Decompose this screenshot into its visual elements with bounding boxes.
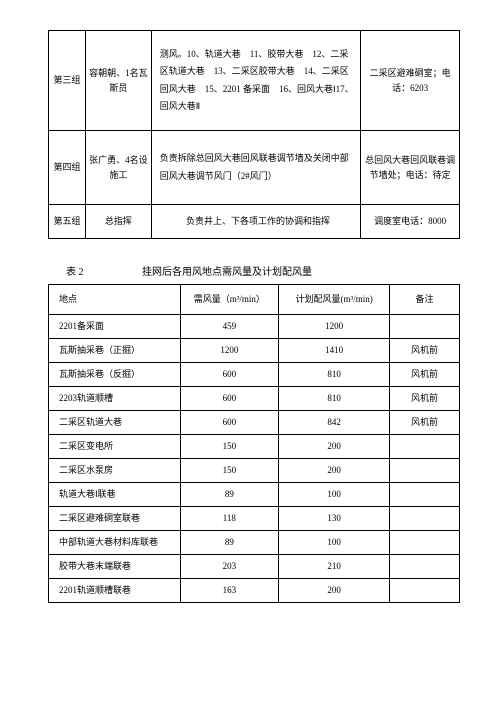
cell-remark	[390, 531, 460, 555]
table-row: 二采区避难硐室联巷118130	[49, 507, 460, 531]
cell-required: 150	[180, 459, 279, 483]
cell-planned: 100	[279, 483, 390, 507]
table-row: 第五组总指挥负责井上、下各项工作的协调和指挥调度室电话：8000	[49, 205, 460, 239]
cell-required: 118	[180, 507, 279, 531]
col-planned: 计划配风量(m³/min)	[279, 285, 390, 315]
right-cell: 调度室电话：8000	[361, 205, 460, 239]
cell-location: 2201轨道顺槽联巷	[49, 579, 181, 603]
cell-location: 轨道大巷Ⅰ联巷	[49, 483, 181, 507]
table-row: 中部轨道大巷材料库联巷89100	[49, 531, 460, 555]
cell-required: 1200	[180, 339, 279, 363]
cell-planned: 200	[279, 579, 390, 603]
cell-required: 203	[180, 555, 279, 579]
table-row: 瓦斯抽采巷（反掘）600810风机前	[49, 363, 460, 387]
cell-location: 2201备采面	[49, 315, 181, 339]
cell-location: 胶带大巷末端联巷	[49, 555, 181, 579]
cell-planned: 1410	[279, 339, 390, 363]
cell-planned: 842	[279, 411, 390, 435]
cell-planned: 810	[279, 363, 390, 387]
table-row: 二采区变电所150200	[49, 435, 460, 459]
right-cell: 总回风大巷回风联巷调节墙处；电话：待定	[361, 131, 460, 205]
cell-required: 600	[180, 411, 279, 435]
cell-required: 89	[180, 531, 279, 555]
cell-planned: 810	[279, 387, 390, 411]
table-row: 胶带大巷末端联巷203210	[49, 555, 460, 579]
table-row: 瓦斯抽采巷（正掘）12001410风机前	[49, 339, 460, 363]
right-cell: 二采区避难硐室；电话：6203	[361, 31, 460, 131]
cell-remark	[390, 579, 460, 603]
cell-location: 二采区变电所	[49, 435, 181, 459]
cell-remark	[390, 459, 460, 483]
group-cell: 第五组	[49, 205, 86, 239]
cell-location: 二采区避难硐室联巷	[49, 507, 181, 531]
cell-remark	[390, 315, 460, 339]
table-row: 2201轨道顺槽联巷163200	[49, 579, 460, 603]
cell-location: 中部轨道大巷材料库联巷	[49, 531, 181, 555]
desc-cell: 负责拆除总回风大巷回风联巷调节墙及关闭中部回风大巷调节风门（2#风门）	[151, 131, 361, 205]
cell-remark: 风机前	[390, 363, 460, 387]
table-row: 第三组容朝朝、1名瓦斯员测风。10、轨道大巷 11、胶带大巷 12、二采区轨道大…	[49, 31, 460, 131]
table-row: 二采区水泵房150200	[49, 459, 460, 483]
cell-remark: 风机前	[390, 387, 460, 411]
cell-planned: 210	[279, 555, 390, 579]
cell-location: 二采区轨道大巷	[49, 411, 181, 435]
person-cell: 容朝朝、1名瓦斯员	[85, 31, 151, 131]
table-row: 二采区轨道大巷600842风机前	[49, 411, 460, 435]
cell-required: 600	[180, 387, 279, 411]
cell-location: 2203轨道顺槽	[49, 387, 181, 411]
cell-location: 瓦斯抽采巷（正掘）	[49, 339, 181, 363]
cell-required: 89	[180, 483, 279, 507]
table2-title: 挂网后各用风地点需风量及计划配风量	[142, 263, 312, 278]
table-row: 2203轨道顺槽600810风机前	[49, 387, 460, 411]
desc-cell: 测风。10、轨道大巷 11、胶带大巷 12、二采区轨道大巷 13、二采区胶带大巷…	[151, 31, 361, 131]
table-groups: 第三组容朝朝、1名瓦斯员测风。10、轨道大巷 11、胶带大巷 12、二采区轨道大…	[48, 30, 460, 239]
group-cell: 第三组	[49, 31, 86, 131]
cell-remark	[390, 507, 460, 531]
table-airflow: 地点 需风量（m³/min） 计划配风量(m³/min) 备注 2201备采面4…	[48, 284, 460, 603]
cell-remark: 风机前	[390, 411, 460, 435]
person-cell: 张广勇、4名设施工	[85, 131, 151, 205]
cell-required: 150	[180, 435, 279, 459]
cell-planned: 1200	[279, 315, 390, 339]
cell-remark	[390, 483, 460, 507]
cell-planned: 130	[279, 507, 390, 531]
cell-location: 二采区水泵房	[49, 459, 181, 483]
cell-planned: 200	[279, 435, 390, 459]
cell-required: 459	[180, 315, 279, 339]
cell-remark: 风机前	[390, 339, 460, 363]
person-cell: 总指挥	[85, 205, 151, 239]
cell-planned: 100	[279, 531, 390, 555]
cell-remark	[390, 435, 460, 459]
cell-required: 163	[180, 579, 279, 603]
cell-location: 瓦斯抽采巷（反掘）	[49, 363, 181, 387]
col-location: 地点	[49, 285, 181, 315]
cell-planned: 200	[279, 459, 390, 483]
table2-label: 表 2	[66, 263, 84, 278]
table-header-row: 地点 需风量（m³/min） 计划配风量(m³/min) 备注	[49, 285, 460, 315]
table-row: 轨道大巷Ⅰ联巷89100	[49, 483, 460, 507]
col-remark: 备注	[390, 285, 460, 315]
table-row: 2201备采面4591200	[49, 315, 460, 339]
desc-cell: 负责井上、下各项工作的协调和指挥	[151, 205, 361, 239]
group-cell: 第四组	[49, 131, 86, 205]
table-row: 第四组张广勇、4名设施工负责拆除总回风大巷回风联巷调节墙及关闭中部回风大巷调节风…	[49, 131, 460, 205]
cell-required: 600	[180, 363, 279, 387]
cell-remark	[390, 555, 460, 579]
table2-caption: 表 2 挂网后各用风地点需风量及计划配风量	[48, 263, 460, 278]
col-required: 需风量（m³/min）	[180, 285, 279, 315]
